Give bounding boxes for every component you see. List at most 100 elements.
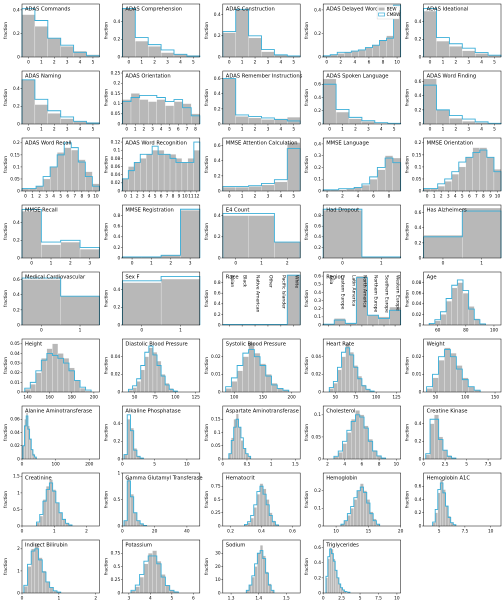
x-tick-label: 6: [66, 194, 69, 200]
y-tick-label: 0.6: [113, 224, 120, 230]
bar-bew: [436, 40, 450, 58]
chart-panel: 0 0.2 0.4 0 2 4 6 8 10 ADAS Delayed Word Recall fr…: [304, 3, 401, 66]
step-line-cmbw: [333, 414, 386, 459]
x-tick-label: 0: [422, 462, 425, 468]
step-line-cmbw: [130, 555, 179, 593]
category-label: Southern Europe: [384, 275, 390, 313]
x-tick-label: 4: [480, 127, 483, 133]
x-tick-label: 15: [366, 529, 372, 535]
chart-panel: 0 0.2 0.4 0.6 0.8 Asian Black Native American Ot…: [204, 271, 301, 328]
bar-bew: [247, 522, 251, 527]
bar-bew: [140, 158, 147, 192]
chart-title: Age: [427, 275, 437, 281]
x-tick-label: 3: [45, 194, 48, 200]
x-tick-label: 100: [52, 462, 60, 468]
x-tick-label: 10: [93, 194, 99, 200]
bar-bew: [79, 388, 86, 393]
bar-bew: [334, 318, 346, 326]
bar-bew: [449, 118, 463, 125]
x-tick-label: 5: [292, 60, 295, 66]
y-tick-label: 0.75: [211, 484, 221, 490]
x-tick-label: 8: [482, 194, 485, 200]
x-tick-label: 4: [148, 194, 151, 200]
bar-bew: [363, 490, 367, 527]
chart-title: MMSE Language: [326, 141, 369, 147]
axes-frame: [21, 338, 100, 393]
y-tick-label: 0.02: [111, 372, 121, 378]
x-tick-label: 5: [170, 596, 173, 602]
bar-bew: [493, 169, 502, 192]
x-tick-label: 8: [80, 194, 83, 200]
axes-frame: [122, 271, 201, 326]
bar-bew: [27, 566, 32, 594]
x-tick-label: 4: [353, 60, 356, 66]
bar-bew: [351, 419, 356, 460]
bar-bew: [351, 50, 359, 58]
bar-bew: [356, 490, 361, 527]
y-tick-label: 0.4: [415, 497, 422, 503]
bar-bew: [49, 587, 54, 594]
x-tick-label: 10: [488, 529, 494, 535]
bar-bew: [139, 99, 149, 125]
y-tick-label: 0.2: [214, 312, 221, 318]
bar-bew: [135, 40, 149, 58]
chart-panel: 0 0.2 0.4 0.6 0 1 2 3 4 5 ADAS Word Finding fractio…: [405, 70, 502, 133]
chart-panel: 0 0.25 0.5 0.75 0.2 0.4 0.6 Hematocrit fraction: [204, 472, 301, 535]
bar-bew: [123, 520, 128, 527]
step-line-cmbw: [423, 149, 502, 191]
chart-title: Alanine Aminotransferase: [25, 409, 92, 415]
step-line-cmbw: [228, 418, 252, 459]
chart-panel: 0 0.2 0.4 0.6 0.8 0 1 Had Dropout fraction: [304, 204, 402, 267]
y-tick-label: 0.08: [412, 280, 422, 286]
bar-bew: [423, 235, 463, 259]
bar-bew: [438, 436, 444, 460]
bar-bew: [148, 553, 153, 594]
y-tick-label: 0: [318, 389, 321, 395]
x-tick-label: 2: [339, 60, 342, 66]
x-tick-label: 160: [46, 395, 54, 401]
y-axis-label: fraction: [3, 357, 9, 374]
x-tick-label: 0: [30, 261, 33, 267]
bar-bew: [45, 581, 50, 594]
chart-title: ADAS Naming: [25, 74, 61, 80]
bar-bew: [486, 157, 495, 192]
bar-bew: [92, 183, 100, 192]
y-axis-label: fraction: [103, 89, 109, 106]
bar-bew: [361, 184, 370, 192]
axes-frame: [122, 405, 201, 460]
axes-frame: [222, 3, 301, 58]
bar-bew: [38, 557, 43, 594]
axes-frame: [322, 338, 401, 393]
chart-title: ADAS Commands: [25, 7, 71, 13]
chart-panel: 0 0.1 0.2 10 15 20 Hemoglobin fraction: [304, 472, 404, 535]
y-tick-label: 0: [117, 188, 120, 194]
bar-bew: [46, 348, 53, 393]
bar-bew: [42, 570, 47, 594]
x-tick-label: 4: [454, 194, 457, 200]
x-tick-label: 2: [454, 60, 457, 66]
bar-bew: [187, 158, 194, 192]
bar-bew: [42, 499, 47, 527]
bar-bew: [338, 452, 343, 460]
bar-bew: [445, 301, 452, 326]
y-tick-label: 0.1: [415, 164, 422, 170]
category-label: Western Europe: [395, 275, 401, 311]
x-tick-label: 3: [127, 596, 130, 602]
x-tick-label: 0: [228, 127, 231, 133]
bar-bew: [462, 50, 476, 58]
y-tick-label: 0.05: [412, 176, 422, 182]
x-tick-label: 2: [440, 194, 443, 200]
x-tick-label: 3: [166, 60, 169, 66]
category-label: North America: [361, 275, 367, 308]
bar-bew: [360, 483, 364, 527]
y-tick-label: 0.1: [314, 177, 321, 183]
bar-bew: [128, 390, 133, 393]
chart-title: MMSE Attention Calculation: [226, 141, 298, 147]
x-tick-label: 2: [143, 127, 146, 133]
x-tick-label: 2: [94, 596, 97, 602]
y-axis-label: fraction: [405, 22, 411, 39]
legend-label: BEW: [387, 6, 398, 12]
chart-panel: 0 0.02 0.04 0.06 0.08 60 80 100 Age fraction: [405, 271, 502, 334]
